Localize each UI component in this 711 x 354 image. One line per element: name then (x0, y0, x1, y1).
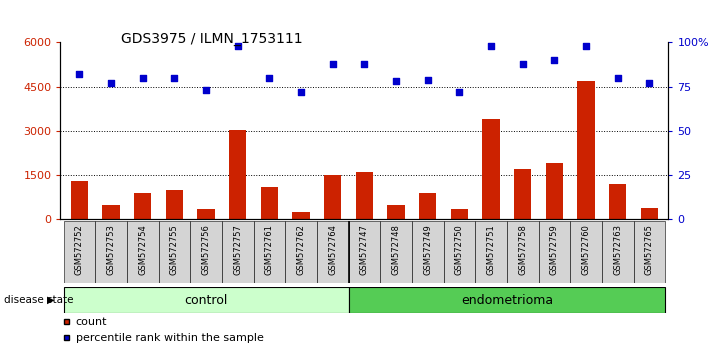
Bar (545, 164, 563, 219)
Bar (475, 221, 507, 283)
Point (327, 61, 338, 67)
Text: GSM572758: GSM572758 (518, 224, 527, 275)
Text: GSM572754: GSM572754 (138, 224, 147, 275)
Text: GSM572753: GSM572753 (107, 224, 116, 275)
Bar (602, 221, 634, 283)
Bar (285, 221, 317, 283)
Bar (387, 205, 405, 219)
Text: endometrioma: endometrioma (461, 293, 553, 307)
Bar (348, 221, 380, 283)
Text: GSM572760: GSM572760 (582, 224, 591, 275)
Point (612, 75, 624, 81)
Bar (292, 212, 310, 219)
Text: GDS3975 / ILMN_1753111: GDS3975 / ILMN_1753111 (121, 32, 302, 46)
Text: GSM572747: GSM572747 (360, 224, 369, 275)
Text: GSM572748: GSM572748 (392, 224, 400, 275)
Bar (317, 221, 348, 283)
Point (264, 75, 275, 81)
Bar (63, 287, 348, 313)
Bar (222, 221, 254, 283)
Bar (348, 287, 665, 313)
Bar (324, 175, 341, 219)
Text: percentile rank within the sample: percentile rank within the sample (75, 332, 264, 343)
Bar (507, 221, 538, 283)
Point (422, 77, 434, 82)
Point (580, 43, 592, 49)
Text: GSM572765: GSM572765 (645, 224, 654, 275)
Bar (570, 221, 602, 283)
Text: ▶: ▶ (47, 295, 55, 305)
Bar (634, 221, 665, 283)
Bar (482, 119, 500, 219)
Bar (577, 81, 594, 219)
Point (295, 89, 306, 95)
Bar (444, 221, 475, 283)
Point (201, 87, 212, 93)
Bar (261, 187, 278, 219)
Text: GSM572749: GSM572749 (423, 224, 432, 275)
Text: GSM572762: GSM572762 (296, 224, 306, 275)
Text: GSM572756: GSM572756 (202, 224, 210, 275)
Point (390, 79, 402, 84)
Point (232, 43, 243, 49)
Text: GSM572755: GSM572755 (170, 224, 179, 275)
Point (74, 72, 85, 77)
Bar (70, 181, 88, 219)
Bar (254, 221, 285, 283)
Point (169, 75, 180, 81)
Bar (538, 221, 570, 283)
Bar (191, 221, 222, 283)
Text: GSM572757: GSM572757 (233, 224, 242, 275)
Bar (166, 190, 183, 219)
Bar (514, 169, 531, 219)
Point (454, 89, 465, 95)
Point (105, 80, 117, 86)
Text: control: control (184, 293, 228, 307)
Bar (134, 193, 151, 219)
Bar (95, 221, 127, 283)
Text: GSM572761: GSM572761 (265, 224, 274, 275)
Bar (451, 209, 468, 219)
Bar (419, 193, 437, 219)
Bar (198, 209, 215, 219)
Bar (380, 221, 412, 283)
Text: GSM572752: GSM572752 (75, 224, 84, 275)
Bar (63, 221, 95, 283)
Bar (641, 208, 658, 219)
Point (137, 75, 149, 81)
Bar (127, 221, 159, 283)
Bar (412, 221, 444, 283)
Text: count: count (75, 316, 107, 327)
Text: GSM572751: GSM572751 (486, 224, 496, 275)
Text: GSM572750: GSM572750 (455, 224, 464, 275)
Text: disease state: disease state (4, 295, 73, 305)
Point (643, 80, 655, 86)
Point (486, 43, 497, 49)
Point (517, 61, 528, 67)
Text: GSM572759: GSM572759 (550, 224, 559, 275)
Bar (356, 172, 373, 219)
Bar (609, 184, 626, 219)
Bar (159, 221, 191, 283)
Text: GSM572763: GSM572763 (613, 224, 622, 275)
Point (549, 57, 560, 63)
Bar (229, 130, 247, 219)
Text: GSM572764: GSM572764 (328, 224, 337, 275)
Bar (102, 205, 119, 219)
Point (358, 61, 370, 67)
